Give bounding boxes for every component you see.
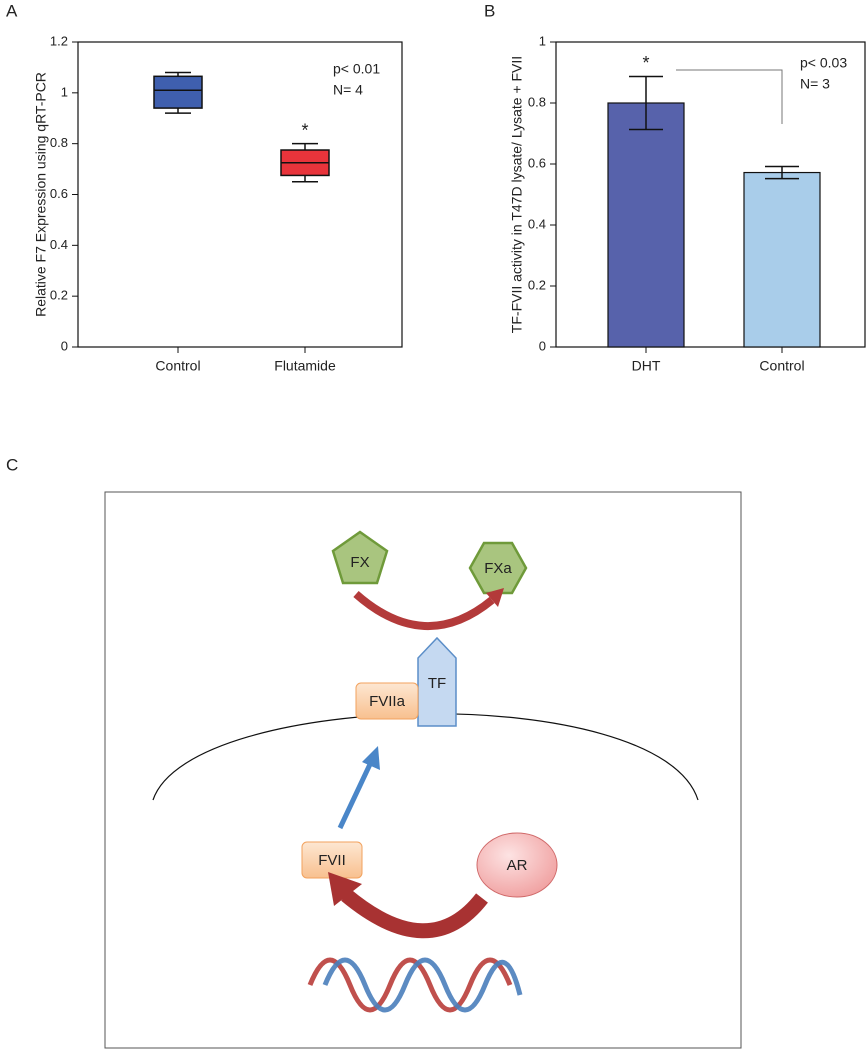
node-label: FVIIa — [369, 693, 406, 710]
node-label: FX — [350, 554, 369, 571]
plot-frame — [555, 41, 866, 348]
diagram-frame — [104, 491, 742, 1049]
box — [153, 75, 203, 109]
expression-arrow — [341, 889, 488, 939]
tf-shape — [417, 636, 457, 727]
node-label: FXa — [484, 560, 512, 577]
panel-label: B — [484, 1, 495, 20]
annotation: N= 4 — [333, 82, 363, 98]
y-tick-label: 0.6 — [528, 155, 546, 170]
annotation: p< 0.01 — [333, 61, 380, 77]
dna-strand — [307, 957, 513, 1013]
y-axis-label: TF-FVII activity in T47D lysate/ Lysate … — [509, 56, 525, 333]
y-tick-label: 0 — [539, 338, 546, 353]
significance-bracket — [676, 69, 783, 124]
x-tick-label: Control — [759, 358, 804, 374]
bar — [743, 171, 821, 348]
dna-strand — [322, 957, 523, 1013]
y-tick-label: 0.8 — [50, 135, 68, 150]
fx-shape — [331, 530, 389, 585]
node-label: AR — [507, 857, 528, 874]
annotation: N= 3 — [800, 76, 830, 92]
significance: * — [642, 53, 649, 73]
x-tick-label: Control — [155, 358, 200, 374]
arrow-head — [328, 872, 362, 906]
y-tick-label: 0.6 — [50, 186, 68, 201]
bar — [607, 102, 685, 348]
y-tick-label: 0.4 — [50, 237, 68, 252]
activation-arrow — [337, 758, 375, 830]
y-tick-label: 1.2 — [50, 33, 68, 48]
node-label: FVII — [318, 852, 346, 869]
y-tick-label: 1 — [61, 84, 68, 99]
node-label: TF — [428, 675, 446, 692]
x-tick-label: Flutamide — [274, 358, 336, 374]
arrow-head — [362, 746, 380, 770]
y-tick-label: 1 — [539, 33, 546, 48]
y-tick-label: 0.2 — [528, 277, 546, 292]
fviia-shape — [355, 682, 419, 720]
panel-label: A — [6, 1, 18, 20]
y-tick-label: 0 — [61, 338, 68, 353]
fxa-shape — [468, 541, 528, 595]
arrow-head — [486, 588, 504, 607]
annotation: p< 0.03 — [800, 55, 847, 71]
y-tick-label: 0.2 — [50, 288, 68, 303]
x-tick-label: DHT — [632, 358, 661, 374]
y-tick-label: 0.4 — [528, 216, 546, 231]
significance: * — [301, 120, 308, 140]
conversion-arrow — [353, 591, 495, 631]
y-axis-label: Relative F7 Expression using qRT-PCR — [33, 72, 49, 317]
y-tick-label: 0.8 — [528, 94, 546, 109]
ar-shape — [476, 832, 558, 898]
panel-label: C — [6, 455, 18, 474]
